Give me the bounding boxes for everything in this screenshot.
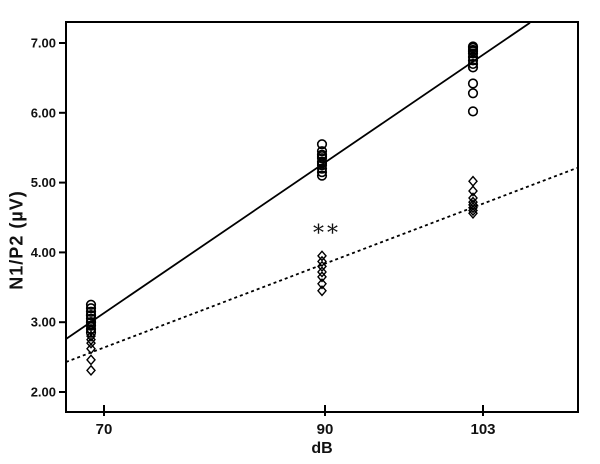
- data-point-diamond: [317, 278, 327, 290]
- data-point-diamond: [468, 202, 478, 214]
- data-point-diamond: [86, 364, 96, 377]
- data-point-diamond: [468, 185, 478, 197]
- data-point-circle: [85, 324, 97, 335]
- data-point-circle: [316, 163, 328, 174]
- x-tick-label: 90: [317, 421, 334, 438]
- plot-frame: [65, 21, 579, 413]
- data-point-circle: [85, 310, 97, 321]
- x-tick-label: 70: [96, 421, 113, 438]
- data-point-circle: [316, 153, 328, 164]
- data-point-diamond: [468, 204, 478, 217]
- data-point-diamond: [468, 175, 478, 187]
- data-point-circle: [85, 327, 97, 338]
- data-point-circle: [85, 313, 97, 324]
- y-tick-label: 4.00: [31, 245, 56, 260]
- solid-fit-line: [65, 22, 531, 340]
- data-point-diamond: [468, 207, 478, 219]
- data-point-diamond: [317, 266, 327, 278]
- y-axis-title: N1/P2 (µV): [6, 190, 27, 290]
- data-point-diamond: [317, 260, 327, 273]
- y-tick-label: 2.00: [31, 385, 56, 400]
- data-point-circle: [467, 78, 479, 89]
- data-point-diamond: [86, 343, 96, 355]
- data-point-circle: [467, 48, 479, 59]
- data-point-circle: [467, 58, 479, 70]
- y-tick-label: 7.00: [31, 36, 56, 51]
- data-point-circle: [316, 167, 328, 178]
- data-point-diamond: [86, 337, 96, 349]
- data-point-circle: [467, 55, 479, 66]
- data-point-circle: [85, 303, 97, 314]
- data-point-circle: [85, 299, 97, 310]
- data-point-circle: [316, 146, 328, 157]
- y-tick-label: 3.00: [31, 315, 56, 330]
- data-point-circle: [467, 51, 479, 63]
- data-point-diamond: [86, 330, 96, 342]
- x-axis-title: dB: [311, 440, 333, 457]
- dashed-fit-line: [65, 167, 578, 363]
- data-point-circle: [467, 106, 479, 117]
- data-point-circle: [316, 170, 328, 181]
- data-point-circle: [316, 139, 328, 150]
- data-point-circle: [316, 160, 328, 171]
- data-point-circle: [85, 306, 97, 317]
- data-point-diamond: [317, 271, 327, 283]
- data-point-circle: [467, 88, 479, 99]
- data-point-diamond: [86, 320, 96, 332]
- data-point-diamond: [317, 285, 327, 297]
- data-point-diamond: [317, 250, 327, 262]
- y-tick-label: 5.00: [31, 175, 56, 190]
- x-tick-label: 103: [470, 421, 495, 438]
- data-point-diamond: [86, 354, 96, 366]
- data-point-circle: [467, 62, 479, 73]
- data-point-diamond: [317, 255, 327, 268]
- y-tick-label: 6.00: [31, 105, 56, 120]
- significance-annotation: **: [313, 222, 341, 247]
